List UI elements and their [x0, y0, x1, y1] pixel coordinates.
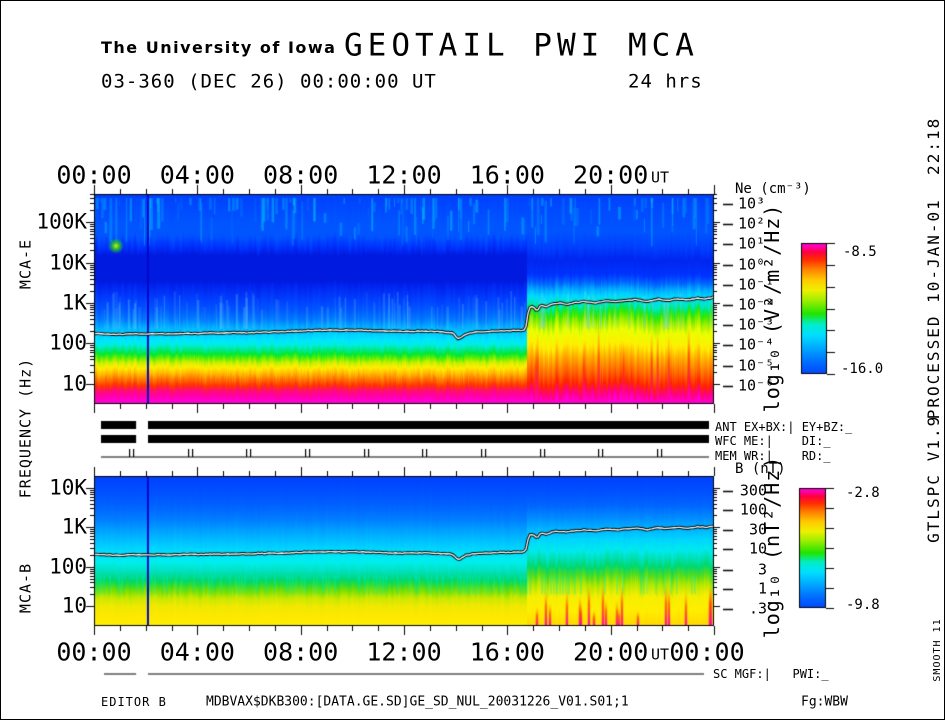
- plot-b-name-label: MCA-B: [16, 562, 35, 614]
- version-label: V1.9: [924, 414, 943, 462]
- freq-tick-label-b: 1K: [61, 514, 87, 539]
- x-tick-label-bottom: 08:00: [263, 637, 339, 667]
- freq-tick-label-e: 100K: [36, 209, 87, 234]
- b-tick-label: 10: [748, 539, 767, 558]
- b-tick-label: 300: [739, 481, 767, 500]
- ne-tick-label: 10³: [738, 194, 766, 213]
- processed-timestamp-label: PROCESSED 10-JAN-01 22:18: [924, 116, 943, 420]
- colorbar-b-min-label: -9.8: [846, 597, 880, 613]
- x-tick-label-top: 04:00: [159, 160, 235, 190]
- freq-tick-label-b: 100: [49, 554, 87, 579]
- status-row-ant: ANT EX+BX:| EY+BZ:_: [715, 420, 853, 434]
- x-tick-label-bottom: 12:00: [366, 637, 442, 667]
- x-axis-unit-top: UT: [650, 168, 670, 187]
- b-tick-label: 3: [757, 560, 767, 579]
- ne-tick-label: 10⁻⁶: [738, 376, 775, 395]
- freq-tick-label-e: 100: [49, 330, 87, 355]
- ne-tick-label: 10⁻⁵: [738, 356, 775, 374]
- ne-tick-label: 10⁰: [738, 255, 766, 274]
- x-tick-label-top: 08:00: [263, 160, 339, 190]
- colorbar-e-max-label: -8.5: [843, 244, 877, 260]
- ne-tick-label: 10¹: [738, 234, 766, 253]
- ne-tick-label: 10⁻²: [738, 295, 775, 314]
- b-tick-label: 30: [748, 520, 767, 539]
- freq-tick-label-e: 10K: [49, 250, 87, 275]
- b-tick-label: .3: [748, 599, 767, 618]
- b-tick-label: 1: [757, 579, 767, 598]
- colorbar-e-min-label: -16.0: [841, 361, 884, 377]
- x-tick-label-top: 20:00: [573, 160, 649, 190]
- freq-tick-label-b: 10: [61, 593, 87, 618]
- date-line: 03-360 (DEC 26) 00:00:00 UT: [101, 70, 437, 93]
- x-tick-label-bottom: 04:00: [159, 637, 235, 667]
- freq-tick-label-b: 10K: [49, 475, 87, 500]
- status-row-sc-mgf: SC MGF:| PWI:_: [713, 667, 829, 681]
- organization-label: The University of Iowa: [101, 38, 337, 57]
- editor-label: EDITOR B: [101, 695, 167, 709]
- x-tick-label-top: 16:00: [469, 160, 545, 190]
- page-title: GEOTAIL PWI MCA: [344, 27, 699, 64]
- x-tick-label-top: 00:00: [56, 160, 132, 190]
- freq-tick-label-e: 1K: [61, 290, 87, 315]
- duration-label: 24 hrs: [628, 70, 703, 93]
- fg-label: Fg:WBW: [801, 694, 848, 710]
- program-name-label: GTLSPC: [924, 473, 943, 543]
- b-axis-title: B (nT): [735, 461, 786, 477]
- ne-tick-label: 10²: [738, 214, 766, 233]
- ne-tick-label: 10⁻⁴: [738, 335, 775, 354]
- ne-tick-label: 10⁻³: [738, 315, 775, 334]
- x-tick-label-bottom: 00:00: [56, 637, 132, 667]
- status-row-mem: MEM WR:| RD:_: [715, 449, 831, 463]
- x-tick-label-bottom: 16:00: [469, 637, 545, 667]
- frequency-axis-label: FREQUENCY (Hz): [16, 357, 35, 499]
- smooth-label: SMOOTH 11: [932, 618, 943, 682]
- status-row-wfc: WFC ME:| DI:_: [715, 434, 831, 448]
- colorbar-b-max-label: -2.8: [846, 485, 880, 501]
- b-tick-label: 100: [739, 500, 767, 519]
- x-tick-label-top: 12:00: [366, 160, 442, 190]
- plot-e-name-label: MCA-E: [16, 238, 35, 290]
- freq-tick-label-e: 10: [61, 371, 87, 396]
- data-file-path: MDBVAX$DKB300:[DATA.GE.SD]GE_SD_NUL_2003…: [206, 694, 629, 710]
- x-tick-label-bottom: 00:00: [669, 637, 745, 667]
- x-tick-label-bottom: 20:00: [573, 637, 649, 667]
- ne-axis-title: Ne (cm⁻³): [735, 181, 811, 197]
- ne-tick-label: 10⁻¹: [738, 275, 775, 294]
- x-axis-unit-bottom: UT: [650, 645, 670, 664]
